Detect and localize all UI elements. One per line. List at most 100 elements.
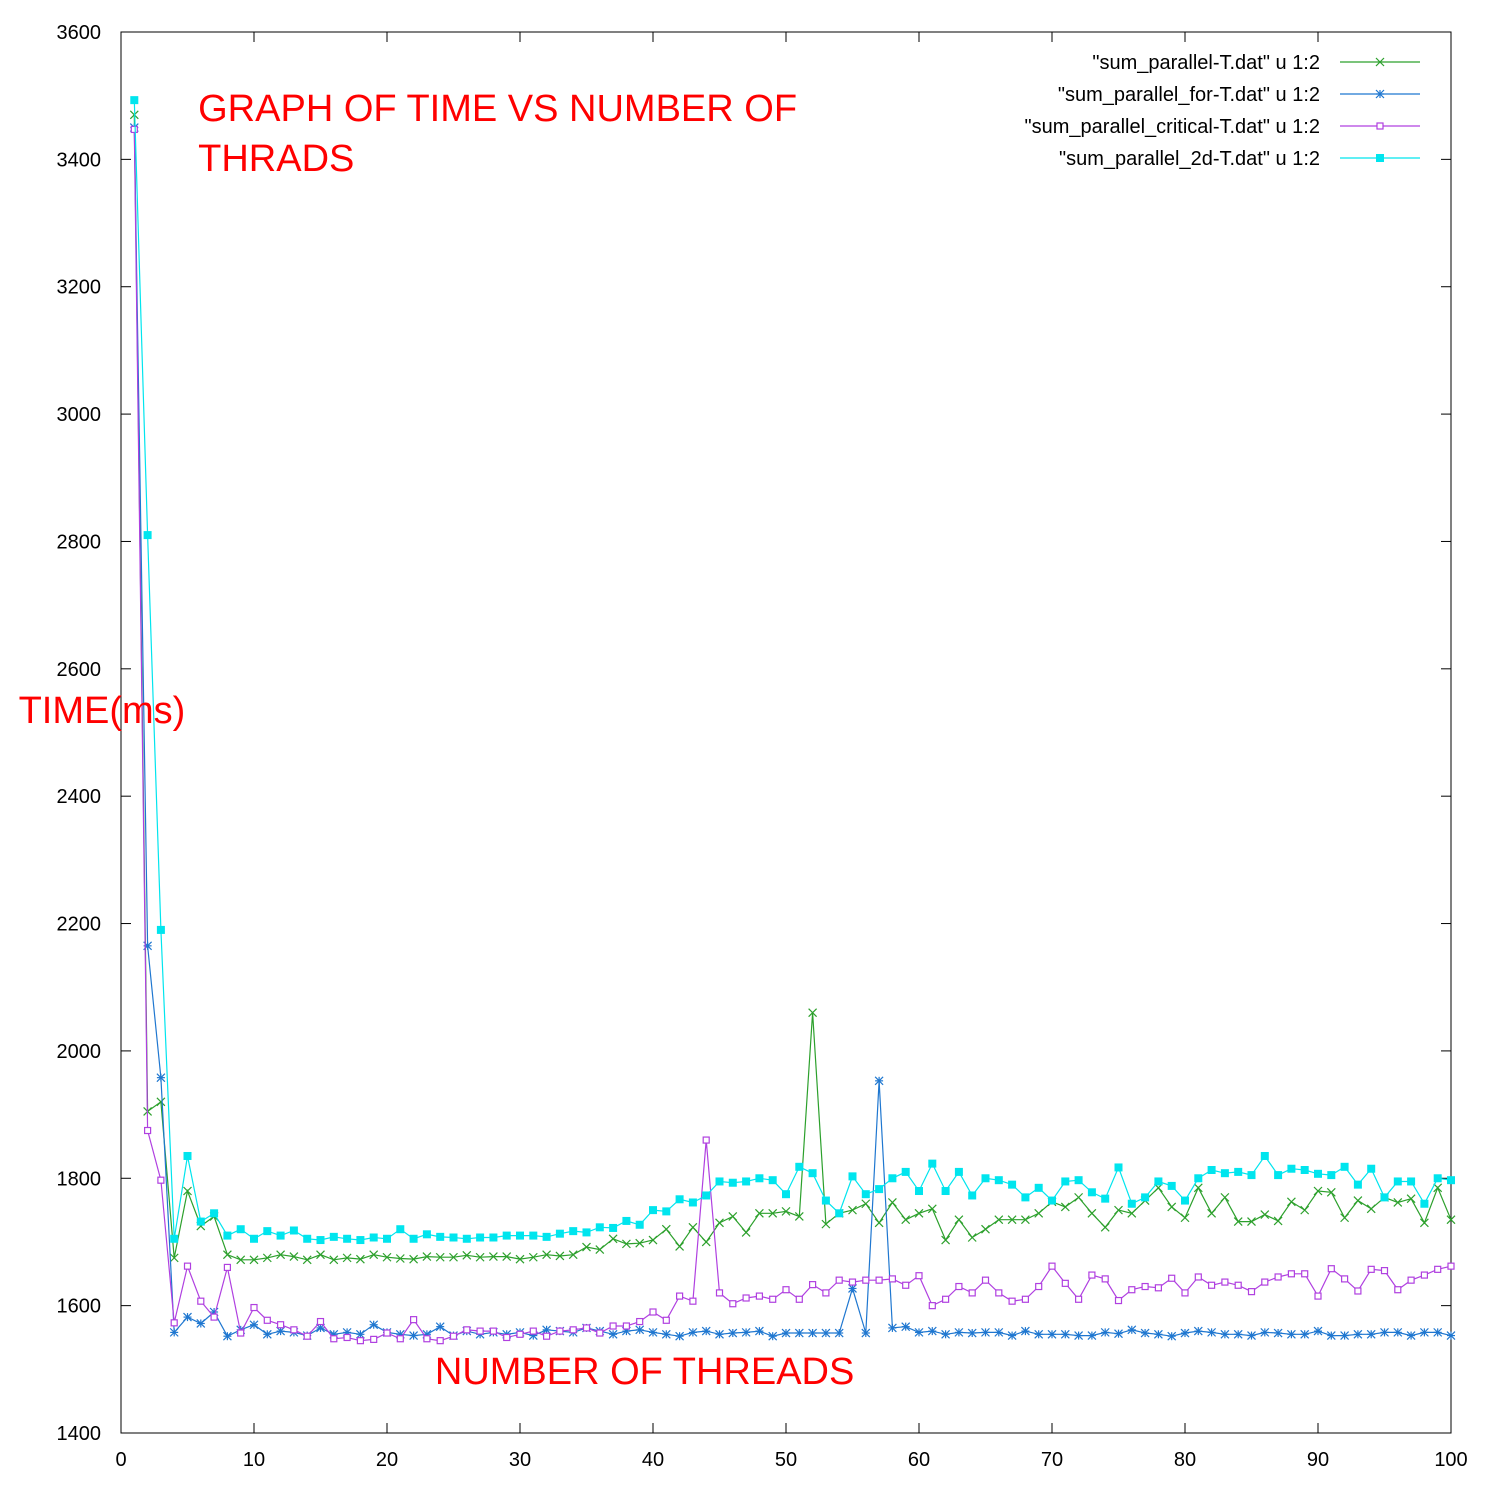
series-2-point [794, 1328, 804, 1338]
series-4-point [1207, 1165, 1216, 1174]
series-2-point [768, 1331, 778, 1341]
series-3-point [250, 1303, 258, 1312]
series-3-point [915, 1272, 923, 1280]
series-4-point [954, 1167, 963, 1176]
series-1-point [1180, 1213, 1190, 1223]
series-2-point [262, 1329, 272, 1339]
series-3-point [1274, 1273, 1282, 1281]
series-3-point [1101, 1275, 1109, 1283]
series-1-point [1273, 1216, 1283, 1226]
series-4-point [915, 1187, 923, 1196]
series-2-point [196, 1319, 206, 1328]
series-4-point [1194, 1174, 1203, 1183]
series-1-point [808, 1008, 818, 1018]
series-2-point [821, 1328, 831, 1338]
series-3-point [1154, 1284, 1163, 1292]
series-4-point [981, 1174, 990, 1183]
series-1-point [1286, 1197, 1296, 1207]
y-tick-label: 1400 [57, 1423, 102, 1445]
series-4-point [476, 1233, 485, 1242]
series-4-point [409, 1234, 418, 1243]
series-4-point [622, 1216, 631, 1225]
series-1-point [981, 1224, 990, 1234]
series-4-point [263, 1227, 272, 1236]
series-4-point [1181, 1196, 1189, 1205]
series-4-point [609, 1223, 618, 1232]
series-1-point [715, 1218, 724, 1228]
series-4-point [782, 1190, 790, 1199]
series-2-point [1074, 1331, 1084, 1340]
series-1-point [608, 1234, 618, 1244]
series-1-point [369, 1250, 379, 1260]
series-2-point [741, 1327, 751, 1337]
series-1-point [582, 1242, 591, 1252]
series-3-point [636, 1317, 644, 1326]
series-1-point [1020, 1215, 1030, 1225]
series-1-point [781, 1206, 791, 1216]
series-1-point [861, 1199, 871, 1209]
y-tick-label: 1600 [57, 1296, 102, 1318]
series-3-point [928, 1302, 936, 1310]
series-1-point [1326, 1187, 1336, 1197]
series-4-point [343, 1234, 352, 1243]
series-1-point [1127, 1208, 1137, 1218]
series-2-point [276, 1326, 286, 1336]
series-1-point [927, 1204, 937, 1214]
series-2-point [1100, 1327, 1110, 1337]
y-tick-label: 3200 [57, 277, 102, 299]
series-4-point [1154, 1177, 1163, 1186]
series-1-point [941, 1235, 951, 1245]
series-3-point [1088, 1271, 1096, 1279]
series-1-point [156, 1097, 166, 1107]
legend-label: "sum_parallel-T.dat" u 1:2 [1092, 52, 1320, 74]
series-2-point [861, 1328, 871, 1338]
y-tick-label: 3600 [57, 22, 102, 44]
series-4-point [170, 1234, 179, 1243]
series-1-point [183, 1186, 192, 1196]
legend-marker [1375, 57, 1385, 67]
series-4-point [928, 1159, 937, 1168]
series-2-point [1140, 1328, 1150, 1338]
series-4-point [1433, 1174, 1442, 1183]
series-1-point [542, 1250, 552, 1260]
series-1-point [169, 1253, 179, 1263]
series-3-point [396, 1335, 404, 1343]
series-4-point [768, 1176, 777, 1185]
series-4-point [316, 1236, 325, 1245]
series-3-point [1447, 1262, 1455, 1270]
series-3-point [622, 1322, 631, 1330]
series-2-point [1007, 1331, 1017, 1340]
series-1-point [555, 1251, 565, 1261]
x-tick-label: 0 [115, 1449, 126, 1471]
series-4-point [821, 1196, 830, 1205]
series-2-point [1366, 1329, 1376, 1339]
series-4-point [196, 1217, 205, 1226]
series-1-point [342, 1253, 352, 1263]
x-tick-label: 40 [642, 1449, 664, 1471]
series-2-point [901, 1322, 911, 1332]
series-3-point [1221, 1278, 1229, 1286]
series-4-point [1380, 1193, 1389, 1202]
series-3-point [489, 1327, 497, 1335]
series-3-point [210, 1313, 218, 1321]
series-4-point [702, 1191, 711, 1200]
series-1-point [1100, 1222, 1110, 1232]
series-2-point [1087, 1331, 1097, 1340]
series-3-point [303, 1332, 311, 1340]
series-3-point [170, 1319, 178, 1327]
series-4-point [1008, 1180, 1017, 1189]
series-3-point [1340, 1275, 1349, 1283]
series-2-point [1446, 1331, 1456, 1340]
series-4-point [502, 1231, 511, 1240]
series-1-point [1233, 1217, 1243, 1227]
series-1-point [1007, 1215, 1017, 1225]
annotations: GRAPH OF TIME VS NUMBER OF THRADS TIME(ms)… [19, 88, 855, 1393]
series-4-point [1274, 1171, 1283, 1180]
series-3-point [463, 1326, 471, 1334]
series-3-point [1394, 1286, 1402, 1294]
series-2-point [675, 1331, 685, 1341]
series-2-line [133, 127, 1452, 1337]
series-3-point [1207, 1281, 1216, 1289]
series-1-point [435, 1252, 445, 1262]
series-1-point [675, 1241, 685, 1251]
